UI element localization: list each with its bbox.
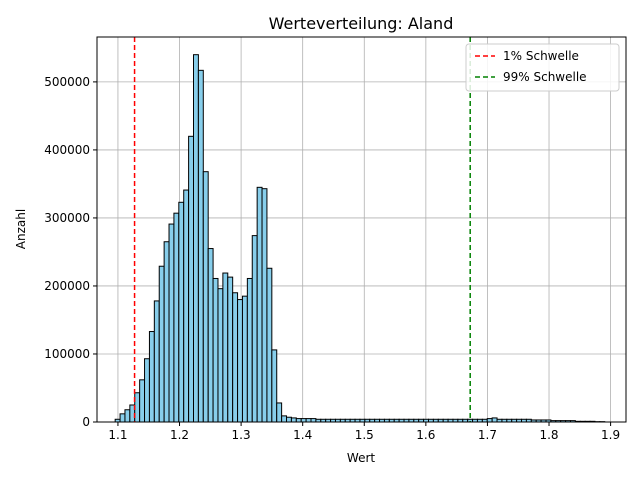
histogram-bar [197,69,204,423]
histogram-bar [486,418,493,423]
histogram-bar [305,418,312,423]
histogram-bar [232,292,239,423]
histogram-bar [256,186,263,423]
histogram-bar [222,272,229,423]
histogram-bar [183,189,190,423]
histogram-bar [158,265,165,423]
x-tick-label: 1.6 [416,428,435,442]
x-tick-label: 1.1 [108,428,127,442]
histogram-bar [134,392,141,423]
histogram-bar [290,417,297,423]
x-tick-label: 1.7 [478,428,497,442]
histogram-bar [139,379,146,423]
histogram-bar [207,248,214,423]
x-tick-label: 1.4 [293,428,312,442]
histogram-bar [153,300,160,423]
x-tick-label: 1.3 [232,428,251,442]
histogram-bar [261,188,268,423]
threshold-lines [133,37,471,422]
y-tick-label: 0 [82,415,90,429]
y-axis-label: Anzahl [14,209,28,249]
histogram-bar [237,299,243,423]
x-axis-label: Wert [347,451,375,465]
x-tick-label: 1.8 [539,428,558,442]
histogram-bar [246,277,253,423]
y-tick-label: 500000 [44,75,90,89]
y-tick-label: 300000 [44,211,90,225]
y-axis-ticks: 0 100000 200000 300000 400000 500000 [44,75,97,429]
histogram-bar [217,288,224,423]
legend-label-99pct: 99% Schwelle [503,70,587,84]
histogram-bar [188,135,195,423]
histogram-bar [163,241,170,423]
histogram-bar [276,402,283,423]
x-tick-label: 1.5 [355,428,374,442]
histogram-bar [227,276,234,423]
histogram-bar [124,409,131,423]
histogram-bar [202,171,209,423]
histogram-bar [295,418,302,423]
histogram-bar [178,201,185,423]
histogram-bar [168,223,175,423]
legend: 1% Schwelle 99% Schwelle [465,43,620,92]
histogram-bar [173,212,180,423]
histogram-bar [271,349,278,423]
y-tick-label: 400000 [44,143,90,157]
legend-label-1pct: 1% Schwelle [503,49,579,63]
histogram-bar [310,418,317,423]
x-axis-ticks: 1.1 1.2 1.3 1.4 1.5 1.6 1.7 1.8 1.9 [108,422,620,442]
histogram-bar [286,416,292,423]
histogram-bar [300,418,307,423]
histogram-bar [266,267,273,423]
histogram-bar [193,54,199,423]
histogram-bar [148,331,155,423]
histogram-bar [241,295,248,423]
plot-frame [96,36,627,423]
histogram-bar [491,417,498,423]
x-tick-label: 1.9 [601,428,620,442]
y-tick-label: 100000 [44,347,90,361]
histogram-bar [251,235,258,423]
chart-title: Werteverteilung: Aland [269,14,454,33]
histogram-bar [212,277,219,423]
histogram-bar [119,413,126,423]
histogram-bar [144,358,150,423]
legend-box [465,43,620,92]
histogram-bar [281,415,288,423]
x-tick-label: 1.2 [170,428,189,442]
y-tick-label: 200000 [44,279,90,293]
